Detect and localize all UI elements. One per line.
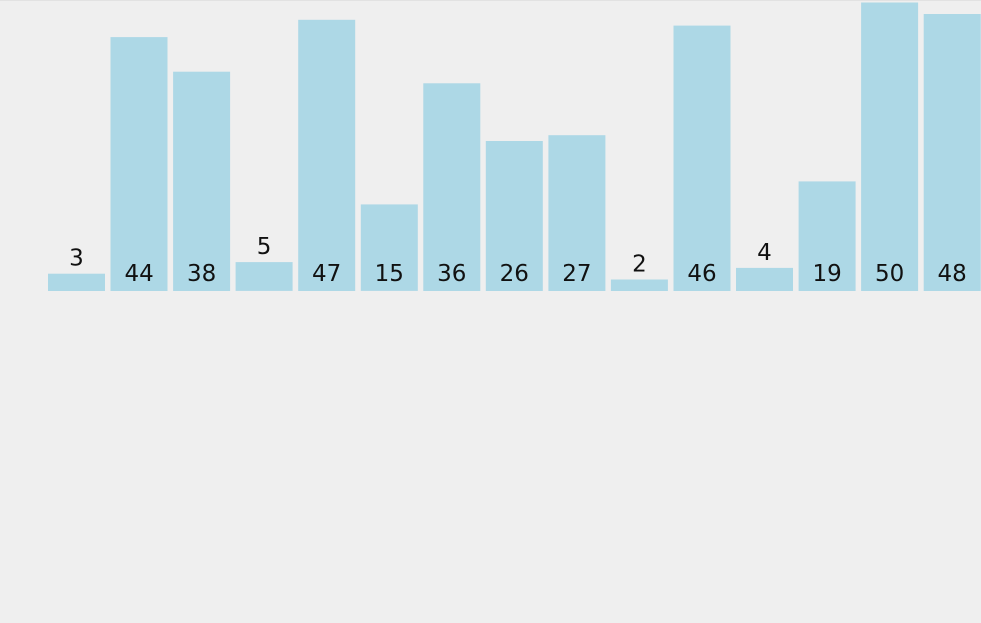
bar-1 bbox=[110, 37, 168, 291]
bar-11 bbox=[736, 267, 793, 291]
bar-label-12: 19 bbox=[812, 261, 841, 287]
bar-label-14: 48 bbox=[938, 261, 967, 287]
bar-10 bbox=[673, 25, 731, 291]
bar-12 bbox=[798, 181, 856, 291]
bar-label-5: 15 bbox=[375, 261, 404, 287]
bar-label-0: 3 bbox=[69, 246, 84, 272]
bar-14 bbox=[923, 14, 981, 291]
bar-label-8: 27 bbox=[562, 261, 591, 287]
bar-label-7: 26 bbox=[500, 261, 529, 287]
bar-label-6: 36 bbox=[437, 261, 466, 287]
bar-4 bbox=[298, 19, 356, 292]
bar-label-10: 46 bbox=[687, 261, 716, 287]
top-divider bbox=[0, 0, 981, 1]
bar-8 bbox=[548, 135, 606, 291]
bar-3 bbox=[235, 262, 293, 291]
bar-13 bbox=[861, 2, 919, 291]
bar-9 bbox=[610, 279, 668, 291]
bar-0 bbox=[48, 273, 105, 291]
bar-2 bbox=[173, 71, 231, 291]
bar-label-11: 4 bbox=[757, 240, 772, 266]
bar-6 bbox=[423, 83, 481, 291]
bar-label-3: 5 bbox=[257, 234, 272, 260]
bar-label-4: 47 bbox=[312, 261, 341, 287]
bar-label-1: 44 bbox=[124, 261, 153, 287]
bar-label-2: 38 bbox=[187, 261, 216, 287]
bar-label-13: 50 bbox=[875, 261, 904, 287]
bar-label-9: 2 bbox=[632, 252, 647, 278]
bar-5 bbox=[360, 204, 418, 291]
bar-7 bbox=[485, 141, 543, 291]
